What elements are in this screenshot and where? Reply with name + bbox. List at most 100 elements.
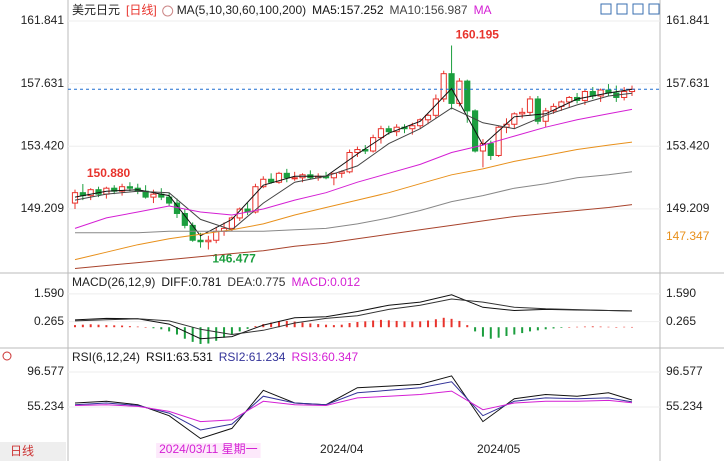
macd-bar: [293, 321, 296, 328]
cursor-bg: [156, 443, 261, 458]
candle-body: [71, 192, 79, 204]
candle-body: [519, 111, 526, 115]
settings-icon[interactable]: [2, 351, 12, 361]
macd-bar: [223, 327, 226, 338]
tool-button[interactable]: [632, 3, 644, 15]
candle-body: [566, 96, 573, 103]
series-line: [75, 171, 633, 234]
y-tick-label-right: 96.577: [666, 364, 703, 378]
macd-bar: [395, 320, 398, 328]
panel-title: RSI(6,12,24): [72, 350, 140, 364]
macd-bar: [230, 327, 233, 335]
extreme-label: 146.477: [212, 252, 256, 266]
y-tick-label-right: 0.265: [666, 314, 696, 328]
macd-bar: [466, 325, 469, 328]
macd-bar: [356, 321, 359, 328]
candle-body: [283, 172, 290, 179]
macd-bar: [128, 326, 131, 328]
marker-label: 147.347: [666, 229, 710, 243]
candle-body: [354, 149, 361, 154]
candle-body: [228, 217, 236, 229]
macd-bar: [183, 327, 186, 339]
y-tick-label: 96.577: [27, 364, 64, 378]
candle-body: [87, 189, 94, 197]
candle-body: [440, 73, 447, 100]
macd-bar: [74, 325, 76, 328]
y-tick-label: 157.631: [21, 76, 65, 90]
macd-bar: [105, 325, 108, 328]
macd-bar: [340, 324, 343, 328]
macd-bar: [536, 327, 539, 331]
tab-bg[interactable]: [0, 442, 66, 461]
legend-entry: RSI3:60.347: [291, 350, 358, 364]
macd-bar: [521, 327, 524, 334]
macd-bar: [160, 327, 163, 330]
macd-bar: [285, 320, 288, 328]
tool-button[interactable]: [648, 3, 660, 15]
macd-bar: [317, 324, 320, 328]
legend-entry: MA: [474, 3, 492, 17]
candle-body: [197, 239, 204, 243]
legend-entry: DEA:0.775: [227, 275, 285, 289]
series-line: [74, 294, 633, 340]
macd-bar: [623, 326, 626, 328]
toolbar[interactable]: [600, 3, 660, 15]
candle-body: [487, 143, 494, 156]
macd-bar: [175, 327, 178, 335]
macd-bar: [403, 321, 406, 328]
macd-bar: [427, 320, 430, 328]
candle-body: [346, 152, 353, 173]
macd-bar: [450, 318, 453, 328]
tab[interactable]: 日线: [10, 444, 34, 458]
macd-bar: [254, 326, 257, 328]
legend-entry: RSI2:61.234: [219, 350, 286, 364]
candle-body: [166, 196, 173, 204]
legend-entry: MA10:156.987: [390, 3, 468, 17]
tool-button[interactable]: [600, 3, 612, 15]
macd-bar: [379, 319, 382, 328]
x-tick-label: 2024/05: [477, 442, 521, 456]
legend-entry: MACD:0.012: [291, 275, 360, 289]
cursor-text: 2024/03/11 星期一: [159, 442, 258, 456]
candle-body: [377, 128, 385, 139]
candle-body: [126, 186, 134, 189]
macd-bar: [277, 321, 280, 328]
tool-button[interactable]: [616, 3, 628, 15]
y-tick-label-right: 161.841: [666, 13, 710, 27]
macd-bar: [301, 322, 304, 328]
macd-bar: [372, 320, 375, 328]
macd-bar: [458, 320, 461, 328]
macd-bar: [591, 326, 594, 328]
macd-bar: [238, 327, 241, 332]
macd-bar: [325, 324, 328, 328]
macd-bar: [576, 326, 579, 328]
candle-body: [464, 80, 471, 112]
macd-bar: [583, 326, 586, 328]
y-tick-label: 55.234: [27, 399, 64, 413]
candle-body: [424, 114, 432, 121]
macd-bar: [387, 320, 390, 328]
candle-body: [252, 186, 259, 213]
y-tick-label-right: 157.631: [666, 76, 710, 90]
macd-bar: [489, 327, 492, 339]
macd-bar: [121, 325, 124, 328]
candle-body: [338, 171, 345, 174]
candle-body: [205, 239, 212, 243]
series-line: [74, 87, 633, 237]
macd-bar: [262, 324, 265, 328]
extreme-label: 150.880: [87, 166, 131, 180]
macd-bar: [152, 327, 155, 329]
series-line: [74, 390, 633, 423]
macd-bar: [434, 319, 437, 328]
legend-entry: MA5:157.252: [312, 3, 384, 17]
candle-body: [370, 137, 377, 152]
macd-bar: [497, 327, 500, 338]
candle-body: [291, 177, 298, 180]
macd-bar: [631, 326, 633, 328]
series-line: [74, 381, 633, 431]
cursor-label: 2024/03/11 星期一: [156, 442, 261, 458]
series-line: [74, 92, 633, 231]
macd-bar: [607, 326, 610, 328]
macd-bar: [136, 326, 139, 328]
